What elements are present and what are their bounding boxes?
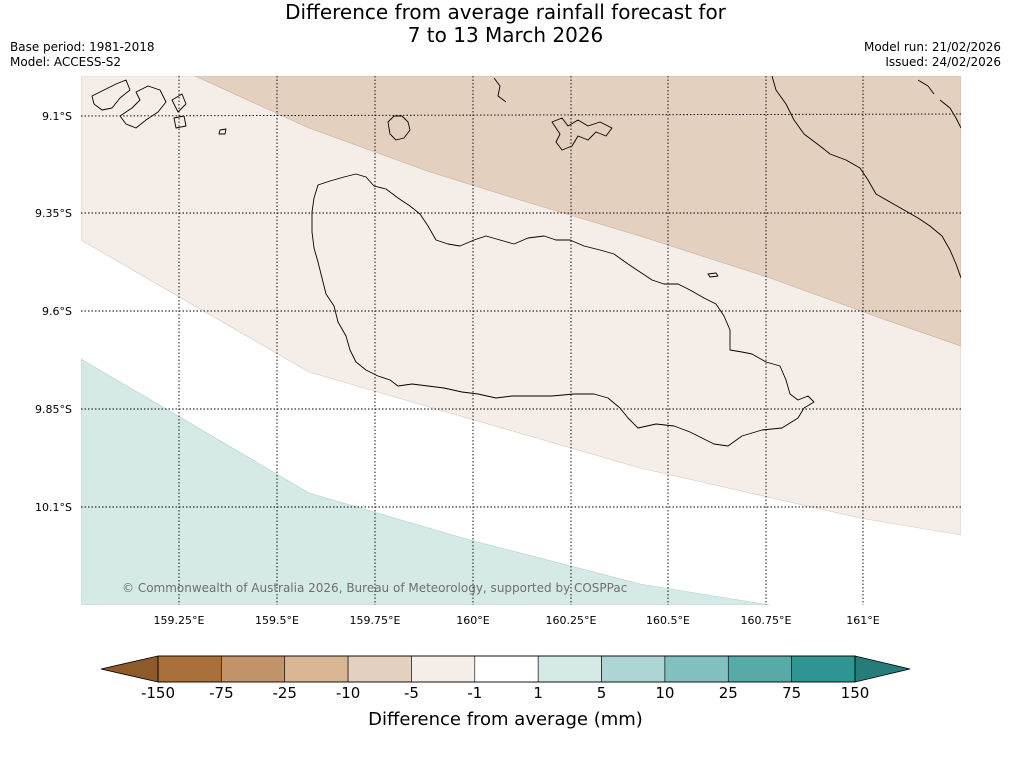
colorbar-tick-label: 5	[596, 684, 607, 702]
meta-left: Base period: 1981-2018 Model: ACCESS-S2	[10, 40, 155, 70]
colorbar-outline	[157, 655, 856, 683]
colorbar-segment	[537, 655, 602, 683]
colorbar-segment	[601, 655, 666, 683]
map-frame	[81, 76, 961, 605]
meta-right: Model run: 21/02/2026 Issued: 24/02/2026	[864, 40, 1001, 70]
lat-label: 9.1°S	[42, 110, 72, 123]
colorbar-extend-high	[854, 655, 911, 683]
colorbar-title: Difference from average (mm)	[368, 709, 643, 730]
colorbar-segment	[221, 655, 286, 683]
lon-label: 161°E	[846, 614, 879, 627]
island-small-nw	[387, 115, 411, 141]
band-plus1-to-plus5	[81, 358, 771, 605]
lon-label: 160.5°E	[646, 614, 690, 627]
colorbar-segment	[791, 655, 856, 683]
lon-label: 160°E	[456, 614, 489, 627]
island-savo	[707, 272, 719, 278]
model-run: Model run: 21/02/2026	[863, 40, 1001, 54]
lon-label: 159.25°E	[154, 614, 205, 627]
lon-label: 159.5°E	[255, 614, 299, 627]
colorbar-segment	[157, 655, 222, 683]
colorbar-tick-label: -150	[140, 684, 176, 702]
colorbar	[100, 655, 911, 683]
lon-axis: 159.25°E 159.5°E 159.75°E 160°E 160.25°E…	[154, 614, 880, 627]
lat-label: 9.6°S	[42, 305, 72, 318]
colorbar-segment	[347, 655, 412, 683]
map-title-line2: 7 to 13 March 2026	[407, 23, 604, 47]
model-name: Model: ACCESS-S2	[10, 55, 122, 69]
map-title-line1: Difference from average rainfall forecas…	[285, 0, 726, 24]
colorbar-tick-label: 150	[840, 684, 870, 702]
lon-label: 159.75°E	[350, 614, 401, 627]
lat-label: 10.1°S	[35, 501, 72, 514]
colorbar-tick-label: -25	[272, 684, 297, 702]
lat-label: 9.85°S	[35, 403, 72, 416]
copyright-text: © Commonwealth of Australia 2026, Bureau…	[122, 581, 627, 595]
lat-axis: 9.1°S 9.35°S 9.6°S 9.85°S 10.1°S	[35, 110, 72, 514]
colorbar-tick-label: -10	[335, 684, 361, 702]
colorbar-tick-label: -5	[403, 684, 419, 702]
colorbar-extend-low	[100, 655, 159, 683]
island-guadalcanal	[311, 173, 815, 447]
island-russell-group	[91, 79, 227, 135]
band-minus10-to-minus5	[194, 76, 961, 347]
colorbar-segment	[664, 655, 729, 683]
colorbar-segment	[727, 655, 792, 683]
lat-label: 9.35°S	[35, 207, 72, 220]
coast-north-islets	[493, 77, 961, 129]
coastlines	[91, 76, 961, 447]
issued-date: Issued: 24/02/2026	[885, 55, 1001, 69]
coast-malaita	[771, 76, 961, 279]
colorbar-tick-label: 75	[782, 684, 802, 702]
colorbar-segment	[474, 655, 539, 683]
colorbar-tick-label: 1	[533, 684, 543, 702]
colorbar-tick-label: 25	[718, 684, 738, 702]
lon-label: 160.25°E	[546, 614, 597, 627]
colorbar-tick-label: -75	[209, 684, 234, 702]
lon-label: 160.75°E	[741, 614, 792, 627]
base-period: Base period: 1981-2018	[10, 40, 155, 54]
colorbar-segment	[411, 655, 476, 683]
colorbar-segment	[284, 655, 349, 683]
island-florida-islands	[551, 117, 613, 151]
colorbar-tick-label: -1	[467, 684, 483, 702]
colorbar-tick-label: 10	[655, 684, 675, 702]
graticule	[81, 76, 961, 605]
